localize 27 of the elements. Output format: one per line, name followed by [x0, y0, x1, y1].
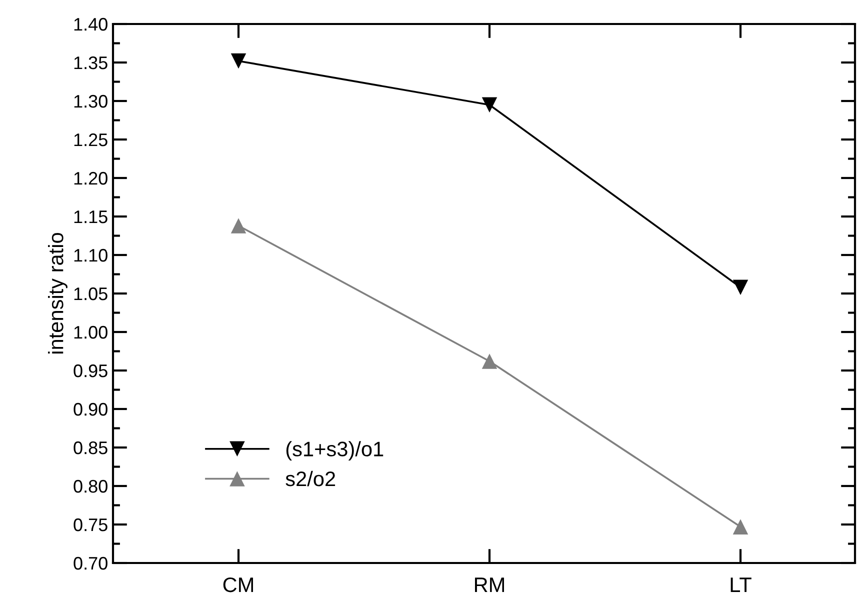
point — [230, 53, 246, 69]
y-tick-label: 0.70 — [74, 556, 108, 570]
legend-label: (s1+s3)/o1 — [286, 441, 384, 461]
y-tick-label: 1.40 — [74, 18, 108, 31]
point — [732, 280, 748, 295]
point — [482, 97, 498, 112]
y-axis-title: intensity ratio — [48, 233, 68, 354]
y-tick-label: 1.10 — [74, 248, 108, 262]
y-tick-label: 1.25 — [74, 133, 108, 146]
point — [732, 519, 748, 534]
y-tick-label: 1.15 — [74, 210, 108, 224]
y-tick-label: 0.85 — [74, 441, 108, 454]
y-tick-label: 1.30 — [74, 94, 108, 108]
y-tick-label: 1.20 — [74, 172, 108, 185]
y-tick-label: 1.35 — [74, 56, 108, 70]
y-tick-label: 0.90 — [74, 402, 108, 416]
x-tick-label: LT — [730, 578, 752, 592]
y-tick-label: 0.75 — [74, 518, 108, 532]
y-tick-label: 1.00 — [74, 326, 108, 339]
point — [230, 218, 246, 234]
legend-label: s2/o2 — [286, 470, 336, 486]
x-tick-label: RM — [475, 578, 504, 592]
y-tick-label: 1.05 — [74, 287, 108, 300]
x-tick-label: CM — [223, 577, 253, 592]
point — [482, 354, 498, 369]
y-tick-label: 0.80 — [74, 480, 108, 493]
y-tick-label: 0.95 — [74, 364, 108, 378]
